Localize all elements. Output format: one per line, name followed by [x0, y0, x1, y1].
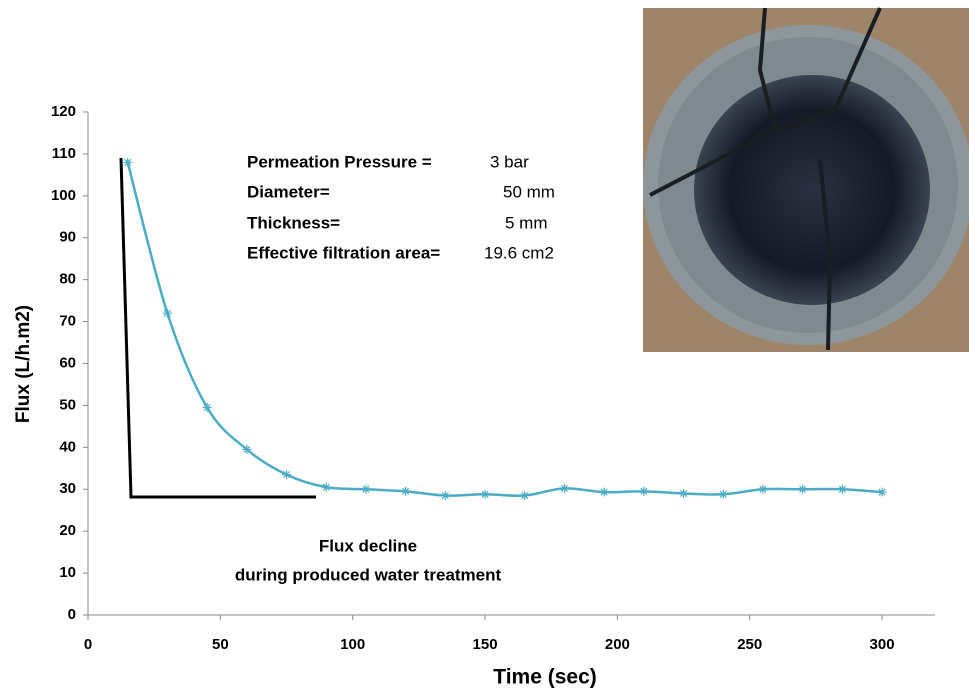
y-tick-label: 30	[59, 480, 76, 497]
point-marker	[401, 486, 411, 496]
y-tick-label: 80	[59, 271, 76, 288]
point-marker	[520, 491, 530, 501]
point-marker	[242, 444, 252, 454]
y-tick-label: 0	[68, 606, 76, 623]
point-marker	[718, 489, 728, 499]
annotation-label: Permeation Pressure =	[247, 152, 432, 171]
x-tick-label: 200	[605, 636, 630, 653]
x-tick-label: 300	[870, 636, 895, 653]
y-tick-label: 50	[59, 396, 76, 413]
annotation-label: Thickness=	[247, 213, 340, 232]
x-tick-label: 150	[473, 636, 498, 653]
y-tick-label: 40	[59, 438, 76, 455]
annotation-value: 5 mm	[505, 213, 548, 232]
x-tick-label: 100	[340, 636, 365, 653]
decline-indicator	[119, 157, 316, 499]
y-tick-label: 110	[52, 145, 76, 162]
point-marker	[559, 483, 569, 493]
annotation-block: Permeation Pressure = 3 bar Diameter= 50…	[247, 152, 555, 262]
note-line: during produced water treatment	[235, 565, 502, 584]
y-tick-label: 100	[51, 187, 76, 204]
annotation-value: 19.6 cm2	[484, 243, 554, 262]
point-marker	[837, 484, 847, 494]
y-tick-label: 60	[59, 354, 76, 371]
y-tick-label: 120	[51, 103, 76, 120]
y-tick-label: 70	[59, 313, 76, 330]
point-marker	[877, 487, 887, 497]
point-marker	[798, 484, 808, 494]
point-marker	[282, 470, 292, 480]
point-marker	[440, 491, 450, 501]
annotation-value: 50 mm	[503, 182, 555, 201]
x-tick-label: 0	[84, 636, 92, 653]
point-marker	[679, 488, 689, 498]
point-marker	[599, 487, 609, 497]
point-marker	[123, 157, 133, 167]
annotation-label: Diameter=	[247, 182, 330, 201]
y-tick-label: 90	[59, 229, 76, 246]
y-tick-label: 10	[59, 564, 76, 581]
x-axis-title: Time (sec)	[493, 666, 597, 689]
annotation-value: 3 bar	[490, 152, 529, 171]
x-tick-label: 250	[737, 636, 762, 653]
y-tick-label: 20	[59, 522, 76, 539]
point-marker	[321, 482, 331, 492]
point-marker	[639, 486, 649, 496]
x-tick-label: 50	[212, 636, 229, 653]
y-axis-title: Flux (L/h.m2)	[13, 305, 34, 423]
point-marker	[758, 484, 768, 494]
membrane-photo	[643, 7, 969, 352]
note-line: Flux decline	[319, 536, 417, 555]
annotation-label: Effective filtration area=	[247, 243, 440, 262]
point-marker	[480, 489, 490, 499]
point-marker	[162, 308, 172, 318]
point-marker	[202, 403, 212, 413]
point-marker	[361, 484, 371, 494]
